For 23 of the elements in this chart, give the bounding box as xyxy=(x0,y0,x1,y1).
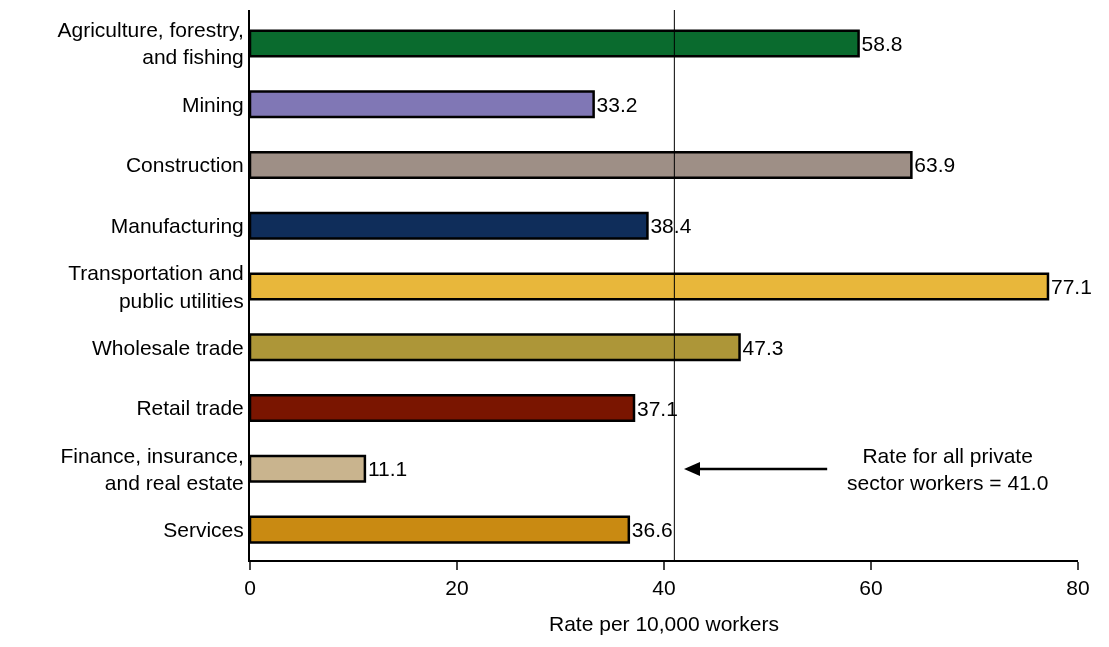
y-tick-label: Retail trade xyxy=(136,396,244,420)
data-label: 11.1 xyxy=(367,457,408,481)
y-tick-label: Agriculture, forestry, and fishing xyxy=(57,18,244,69)
y-tick-label: Transportation and public utilities xyxy=(68,261,244,312)
y-tick-label: Mining xyxy=(181,92,244,116)
y-tick-label: Construction xyxy=(125,153,244,177)
data-label: 36.6 xyxy=(631,518,673,542)
x-tick-label: 80 xyxy=(1066,576,1090,600)
x-tick-label: 40 xyxy=(652,576,676,600)
y-tick-label: Finance, insurance, and real estate xyxy=(60,443,244,494)
data-label: 47.3 xyxy=(742,335,784,359)
y-tick-label: Services xyxy=(163,517,244,541)
data-label: 58.8 xyxy=(861,31,903,55)
x-tick-label: 20 xyxy=(445,576,469,600)
y-tick-label: Manufacturing xyxy=(110,214,244,238)
data-label: 77.1 xyxy=(1050,275,1092,299)
x-tick-label: 0 xyxy=(244,576,256,600)
data-label: 33.2 xyxy=(596,92,638,116)
data-label: 63.9 xyxy=(914,153,956,177)
y-tick-label: Wholesale trade xyxy=(92,335,244,359)
x-axis-title: Rate per 10,000 workers xyxy=(549,611,779,635)
ref-line-label: Rate for all private sector workers = 41.0 xyxy=(847,444,1049,495)
x-tick-label: 60 xyxy=(859,576,883,600)
